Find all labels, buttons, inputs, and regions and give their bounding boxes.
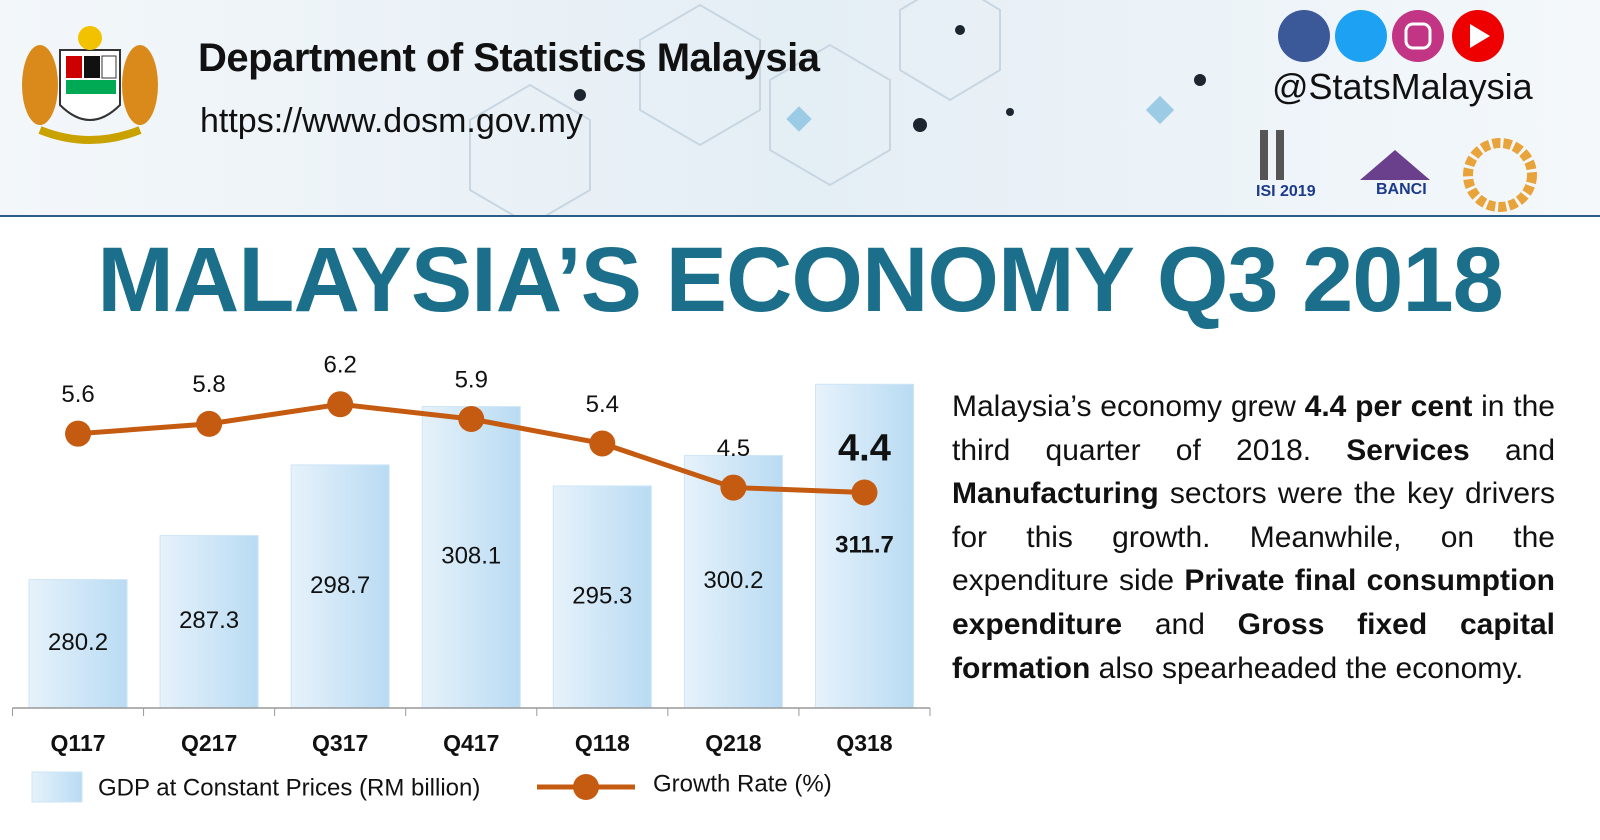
bar-value-label: 298.7 <box>310 572 370 599</box>
growth-point <box>458 405 485 432</box>
line-value-label: 5.4 <box>586 391 619 418</box>
x-tick-label: Q217 <box>181 730 237 756</box>
bar-value-label: 295.3 <box>572 582 632 609</box>
header-handle: @StatsMalaysia <box>1272 66 1533 107</box>
text-segment: in the third quarter of 2018. <box>952 390 1555 467</box>
line-value-label: 4.5 <box>717 435 750 462</box>
emblem <box>22 26 158 144</box>
legend-label: Growth Rate (%) <box>653 770 832 797</box>
bar <box>290 464 390 709</box>
main-title: MALAYSIA’S ECONOMY Q3 2018 <box>97 229 1504 331</box>
text-segment: 4.4 per cent <box>1304 390 1473 423</box>
text-segment: sectors were the key drivers for this gr… <box>952 477 1555 598</box>
header-url: https://www.dosm.gov.my <box>200 102 583 140</box>
header: ISI 2019 BANCI Department of Statistics … <box>0 0 1600 217</box>
line-value-label: 6.2 <box>323 352 356 379</box>
legend-label: GDP at Constant Prices (RM billion) <box>98 774 480 801</box>
logo-text: ISI 2019 <box>1256 183 1316 200</box>
line-value-label: 5.8 <box>192 371 225 398</box>
x-tick-label: Q317 <box>312 730 368 756</box>
bar-value-label: 280.2 <box>48 629 108 656</box>
bar <box>28 579 128 709</box>
x-tick-label: Q218 <box>705 730 761 756</box>
bar <box>814 383 914 709</box>
bar <box>552 485 652 709</box>
growth-point <box>196 410 223 437</box>
text-segment: Private final consumption expenditure <box>952 564 1555 641</box>
bar <box>421 406 521 709</box>
chart: 280.2 287.3 298.7 308.1 295.3 300.2 311.7 5.6 5.… <box>12 352 931 803</box>
growth-point <box>327 391 354 418</box>
description: Malaysia’s economy grew 4.4 per cent in … <box>952 385 1555 690</box>
text-segment: and <box>1469 433 1555 467</box>
partner-logos: ISI 2019 BANCI <box>1256 130 1537 212</box>
growth-point <box>720 474 747 501</box>
social-icons <box>1278 10 1504 62</box>
line-value-label: 4.4 <box>838 427 891 469</box>
bar <box>159 535 259 709</box>
header-title: Department of Statistics Malaysia <box>198 36 820 80</box>
bar-value-label: 300.2 <box>703 567 763 594</box>
x-tick-label: Q417 <box>443 730 499 756</box>
bar-value-label: 287.3 <box>179 607 239 634</box>
text-segment: Malaysia’s economy grew <box>952 390 1305 423</box>
header-art: ISI 2019 BANCI <box>22 0 1537 215</box>
text-segment: Services <box>1346 433 1470 467</box>
x-tick-label: Q318 <box>836 730 892 756</box>
text-segment: also spearheaded the economy. <box>1090 651 1524 685</box>
bar <box>683 455 783 709</box>
line-value-label: 5.9 <box>455 366 488 393</box>
growth-point <box>851 479 878 506</box>
text-segment: Manufacturing <box>952 477 1159 511</box>
legend-swatch <box>31 771 83 803</box>
legend-marker <box>573 774 599 800</box>
bar-value-label: 311.7 <box>835 531 894 558</box>
x-tick-label: Q117 <box>51 730 106 756</box>
text-segment: and <box>1122 607 1238 641</box>
line-value-label: 5.6 <box>61 381 94 408</box>
growth-point <box>589 430 616 457</box>
bar-value-label: 308.1 <box>441 543 501 570</box>
text-segment: Gross fixed capital formation <box>952 607 1555 685</box>
x-tick-label: Q118 <box>575 730 630 756</box>
growth-point <box>65 420 92 447</box>
logo-text: BANCI <box>1376 181 1427 198</box>
